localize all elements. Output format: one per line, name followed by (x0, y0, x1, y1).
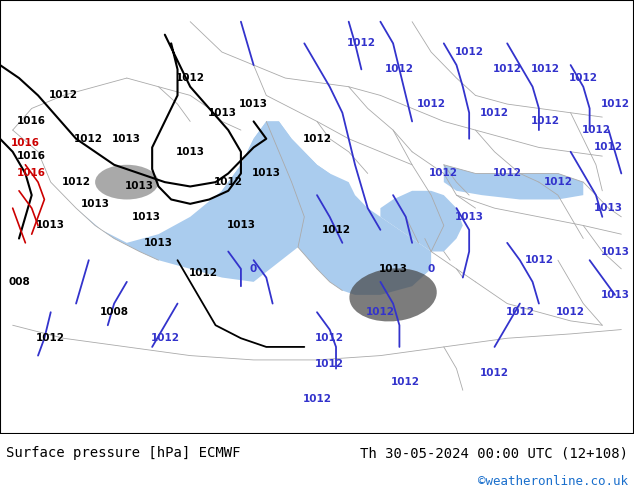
Text: ©weatheronline.co.uk: ©weatheronline.co.uk (477, 475, 628, 488)
Text: 1012: 1012 (569, 73, 598, 83)
Text: 1016: 1016 (11, 138, 40, 148)
Text: 1012: 1012 (505, 307, 534, 317)
Text: 1012: 1012 (429, 169, 458, 178)
Text: 1012: 1012 (321, 225, 351, 235)
Polygon shape (222, 122, 298, 251)
Text: 1012: 1012 (302, 394, 332, 404)
Text: 1012: 1012 (493, 64, 522, 74)
Text: 1013: 1013 (600, 246, 630, 257)
Text: 1013: 1013 (131, 212, 160, 222)
Text: 1013: 1013 (112, 134, 141, 144)
Text: 1013: 1013 (600, 290, 630, 300)
Text: 1012: 1012 (214, 177, 243, 187)
Text: 1013: 1013 (252, 169, 281, 178)
Text: 1013: 1013 (176, 147, 205, 157)
Text: 1012: 1012 (594, 143, 623, 152)
Text: 1013: 1013 (36, 220, 65, 230)
Text: 1012: 1012 (493, 169, 522, 178)
Text: 1012: 1012 (543, 177, 573, 187)
Text: 1012: 1012 (74, 134, 103, 144)
Text: 1016: 1016 (17, 151, 46, 161)
Ellipse shape (95, 165, 158, 199)
Text: 1012: 1012 (188, 268, 217, 278)
Text: 1016: 1016 (17, 169, 46, 178)
Text: 1013: 1013 (125, 181, 154, 192)
Text: 1012: 1012 (417, 99, 446, 109)
Text: 1012: 1012 (302, 134, 332, 144)
Ellipse shape (349, 269, 437, 321)
Text: 1013: 1013 (207, 108, 236, 118)
Polygon shape (444, 165, 583, 199)
Text: 1012: 1012 (315, 333, 344, 343)
Text: 1012: 1012 (455, 47, 484, 57)
Text: 1012: 1012 (176, 73, 205, 83)
Text: 1013: 1013 (594, 203, 623, 213)
Text: 1013: 1013 (144, 238, 173, 248)
Text: 1012: 1012 (480, 368, 509, 378)
Text: 1012: 1012 (385, 64, 414, 74)
Text: 1012: 1012 (36, 333, 65, 343)
Text: 1013: 1013 (455, 212, 484, 222)
Text: 1013: 1013 (81, 199, 110, 209)
Text: 1012: 1012 (61, 177, 91, 187)
Text: 1012: 1012 (150, 333, 179, 343)
Text: 1012: 1012 (600, 99, 630, 109)
Text: 1013: 1013 (239, 99, 268, 109)
Text: 0: 0 (427, 264, 435, 274)
Text: 1013: 1013 (378, 264, 408, 274)
Text: 1012: 1012 (49, 90, 78, 100)
Polygon shape (76, 122, 431, 295)
Text: 1012: 1012 (581, 125, 611, 135)
Text: 1012: 1012 (315, 359, 344, 369)
Text: Th 30-05-2024 00:00 UTC (12+108): Th 30-05-2024 00:00 UTC (12+108) (359, 446, 628, 461)
Text: 0: 0 (250, 264, 257, 274)
Text: 1008: 1008 (100, 307, 129, 317)
Text: 1012: 1012 (391, 377, 420, 387)
Text: 1012: 1012 (480, 108, 509, 118)
Text: 1012: 1012 (531, 64, 560, 74)
Text: 1012: 1012 (347, 38, 376, 49)
Text: 1013: 1013 (226, 220, 256, 230)
Text: 1012: 1012 (366, 307, 395, 317)
Polygon shape (266, 122, 349, 251)
Text: 1012: 1012 (531, 117, 560, 126)
Polygon shape (380, 191, 463, 251)
Text: 1016: 1016 (17, 117, 46, 126)
Text: 008: 008 (8, 277, 30, 287)
Text: Surface pressure [hPa] ECMWF: Surface pressure [hPa] ECMWF (6, 446, 241, 461)
Text: 1012: 1012 (556, 307, 585, 317)
Text: 1012: 1012 (524, 255, 553, 265)
